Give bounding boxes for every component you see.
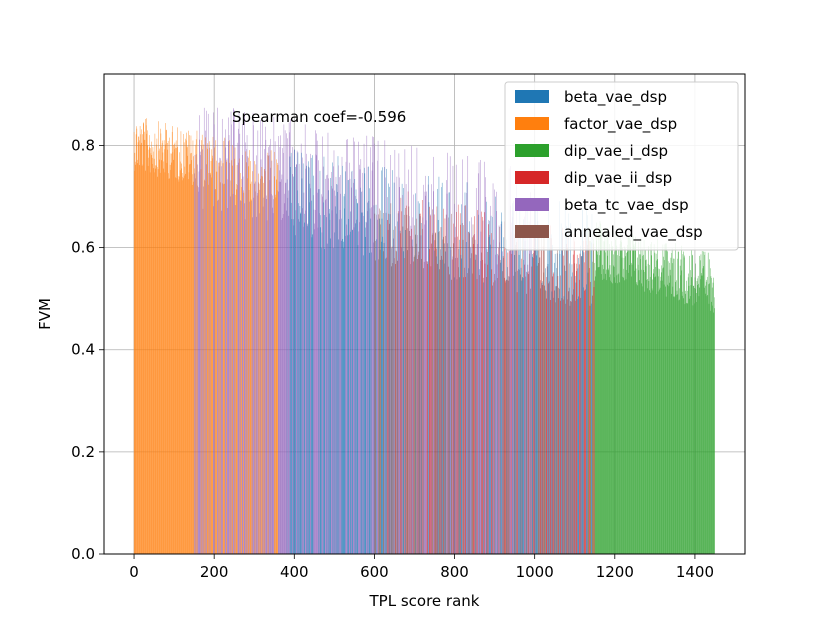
y-axis-title: FVM: [36, 298, 54, 330]
legend-swatch-beta_vae_dsp: [515, 90, 549, 103]
y-tick-label: 0.4: [71, 341, 95, 359]
legend-label-beta_vae_dsp: beta_vae_dsp: [564, 88, 667, 107]
x-tick-label: 400: [280, 563, 309, 581]
x-tick-label: 0: [129, 563, 139, 581]
legend-swatch-dip_vae_ii_dsp: [515, 171, 549, 184]
legend-label-factor_vae_dsp: factor_vae_dsp: [564, 115, 677, 134]
legend-swatch-annealed_vae_dsp: [515, 225, 549, 238]
legend-label-beta_tc_vae_dsp: beta_tc_vae_dsp: [564, 196, 689, 215]
legend-label-dip_vae_ii_dsp: dip_vae_ii_dsp: [564, 169, 672, 188]
legend-frame: [504, 81, 739, 251]
x-tick-label: 1000: [516, 563, 554, 581]
legend-swatch-dip_vae_i_dsp: [515, 144, 549, 157]
x-tick-label: 1400: [676, 563, 714, 581]
x-tick-label: 600: [360, 563, 389, 581]
x-tick-label: 1200: [596, 563, 634, 581]
y-tick-label: 0.2: [71, 443, 95, 461]
y-tick-label: 0.8: [71, 136, 95, 154]
legend: beta_vae_dsp factor_vae_dsp dip_vae_i_dspd…: [504, 81, 739, 251]
legend-swatch-beta_tc_vae_dsp: [515, 198, 549, 211]
ticks-layer: 0 200 400 600 800 1000 1200 1400 0.0 0.2 0.4 0.6 0.8: [71, 136, 714, 581]
bars-layer: [133, 107, 715, 555]
plot-frame: [103, 73, 746, 555]
y-tick-label: 0.6: [71, 239, 95, 257]
spearman-annotation: Spearman coef=-0.596: [232, 108, 406, 126]
x-tick-label: 800: [440, 563, 469, 581]
legend-label-annealed_vae_dsp: annealed_vae_dsp: [564, 223, 703, 242]
legend-swatch-factor_vae_dsp: [515, 117, 549, 130]
x-tick-label: 200: [200, 563, 229, 581]
legend-label-dip_vae_i_dsp: dip_vae_i_dsp: [564, 142, 668, 161]
y-tick-label: 0.0: [71, 545, 95, 563]
x-axis-title: TPL score rank: [369, 592, 480, 610]
